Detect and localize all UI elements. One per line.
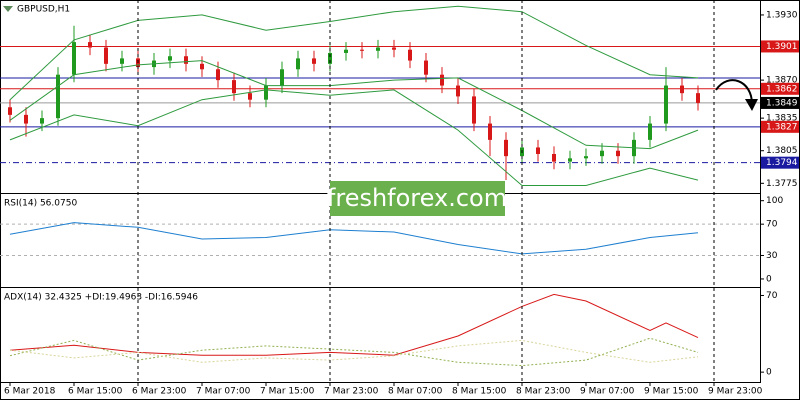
x-tick-label: 6 Mar 2018 <box>4 387 56 397</box>
x-tick-label: 8 Mar 15:00 <box>452 387 507 397</box>
y-tick-label: 70 <box>766 291 778 301</box>
level-label: 1.3862 <box>766 84 798 94</box>
candle-body <box>104 47 108 64</box>
candle-body <box>72 42 76 75</box>
y-tick-label: 70 <box>766 220 778 230</box>
y-tick-label: 1.3805 <box>766 146 798 156</box>
candle-body <box>616 150 620 157</box>
x-tick-label: 8 Mar 23:00 <box>516 387 571 397</box>
x-tick-label: 9 Mar 15:00 <box>644 387 699 397</box>
candle-body <box>248 93 252 100</box>
x-tick-label: 6 Mar 23:00 <box>132 387 187 397</box>
candle-body <box>664 85 668 124</box>
candle-body <box>168 56 172 61</box>
level-label: 1.3901 <box>766 42 798 52</box>
candle-body <box>264 85 268 100</box>
level-label: 1.3849 <box>766 98 798 108</box>
candle-body <box>488 123 492 140</box>
candle-body <box>8 107 12 115</box>
indicator-line <box>9 339 699 363</box>
panel-title: RSI(14) 56.0750 <box>4 199 77 209</box>
indicator-line <box>9 293 699 356</box>
level-label-box <box>761 82 799 95</box>
indicator-line <box>9 5 699 101</box>
y-tick-label: 1.3930 <box>766 10 798 20</box>
candle-body <box>56 74 60 119</box>
candle-body <box>360 49 364 51</box>
y-tick-label: 1.3835 <box>766 114 798 124</box>
forecast-arrowhead <box>745 99 758 111</box>
indicator-line <box>9 337 699 367</box>
level-label-box <box>761 120 799 133</box>
x-tick-label: 9 Mar 23:00 <box>708 387 763 397</box>
candle-body <box>24 114 28 124</box>
indicator-line <box>9 60 699 150</box>
x-tick-label: 9 Mar 07:00 <box>580 387 635 397</box>
candle-body <box>648 123 652 140</box>
indicator-line <box>9 89 699 186</box>
y-tick-label: 1.3870 <box>766 76 798 86</box>
candle-body <box>696 93 700 103</box>
symbol-icon <box>3 6 13 12</box>
candle-body <box>120 58 124 64</box>
candle-body <box>504 139 508 157</box>
candle-body <box>280 69 284 86</box>
candle-body <box>40 118 44 124</box>
indicator-line <box>9 222 699 255</box>
chart-title: GBPUSD,H1 <box>17 5 70 15</box>
x-tick-label: 7 Mar 23:00 <box>324 387 379 397</box>
candle-body <box>584 156 588 159</box>
level-label: 1.3827 <box>766 122 798 132</box>
candle-body <box>472 96 476 124</box>
level-label-box <box>761 96 799 109</box>
x-tick-label: 7 Mar 07:00 <box>196 387 251 397</box>
candle-body <box>408 49 412 61</box>
candle-body <box>312 58 316 64</box>
y-tick-label: 1.3775 <box>766 179 798 189</box>
candle-body <box>232 80 236 94</box>
candle-body <box>184 56 188 64</box>
y-tick-label: 0 <box>766 274 772 284</box>
watermark: freshforex.com <box>327 184 507 212</box>
y-tick-label: 0 <box>766 368 772 378</box>
panel-title: ADX(14) 32.4325 +DI:19.4963 -DI:16.5946 <box>4 293 198 303</box>
x-tick-label: 7 Mar 15:00 <box>260 387 315 397</box>
candle-body <box>424 60 428 75</box>
candle-body <box>376 47 380 51</box>
candle-body <box>200 63 204 70</box>
candle-body <box>456 85 460 97</box>
candle-body <box>600 150 604 157</box>
candle-body <box>536 147 540 154</box>
y-tick-label: 100 <box>766 196 783 206</box>
x-tick-label: 6 Mar 15:00 <box>68 387 123 397</box>
candle-body <box>392 47 396 50</box>
candle-body <box>552 153 556 162</box>
candle-body <box>296 58 300 70</box>
forecast-arrow <box>715 79 753 105</box>
candle-body <box>88 42 92 48</box>
candle-body <box>440 74 444 86</box>
candle-body <box>216 69 220 81</box>
candle-body <box>344 49 348 53</box>
candle-body <box>328 52 332 64</box>
level-label: 1.3794 <box>766 158 798 168</box>
x-tick-label: 8 Mar 07:00 <box>388 387 443 397</box>
watermark-box <box>330 181 505 216</box>
y-tick-label: 30 <box>766 251 778 261</box>
level-label-box <box>761 40 799 53</box>
candle-body <box>680 85 684 94</box>
candle-body <box>568 158 572 162</box>
level-label-box <box>761 156 799 169</box>
